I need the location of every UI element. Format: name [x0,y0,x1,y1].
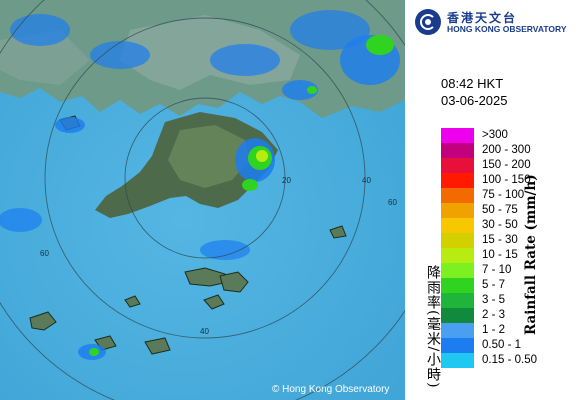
legend-swatch [441,143,474,158]
legend-label: 50 - 75 [482,204,518,216]
legend-swatch [441,278,474,293]
legend-label: 0.50 - 1 [482,339,521,351]
legend-label: 10 - 15 [482,249,518,261]
legend-swatch [441,233,474,248]
ring-label: 20 [282,176,291,185]
legend-label: >300 [482,129,508,141]
legend-swatch [441,323,474,338]
legend-label: 0.15 - 0.50 [482,354,537,366]
ring-label: 40 [362,176,371,185]
legend-label: 5 - 7 [482,279,506,291]
range-rings [0,0,405,400]
legend-label: 150 - 200 [482,159,531,171]
ring-label: 60 [40,249,49,258]
copyright-notice: © Hong Kong Observatory [272,384,390,395]
ring-label: 40 [200,327,209,336]
hko-emblem-icon [415,9,441,35]
legend-swatch [441,353,474,368]
logo-text-en: HONG KONG OBSERVATORY [447,24,567,34]
legend-swatch [441,128,474,143]
observation-time: 08:42 HKT [441,76,504,91]
rain-echoes [0,10,400,360]
legend-label: 15 - 30 [482,234,518,246]
legend-label: 30 - 50 [482,219,518,231]
legend-label: 3 - 5 [482,294,506,306]
hko-logo[interactable]: 香港天文台 HONG KONG OBSERVATORY [413,7,573,37]
range-ring-labels: 20 40 60 60 40 [40,176,397,336]
legend-swatch [441,293,474,308]
legend-title-en: Rainfall Rate (mm/h) [523,174,539,335]
legend-label: 1 - 2 [482,324,506,336]
legend-swatch [441,248,474,263]
legend-label: 2 - 3 [482,309,506,321]
legend-swatch [441,188,474,203]
ring-label: 60 [388,198,397,207]
logo-text-zh: 香港天文台 [447,11,518,25]
legend-swatch [441,338,474,353]
info-panel: 香港天文台 HONG KONG OBSERVATORY 08:42 HKT 03… [405,0,577,400]
legend-label: 100 - 150 [482,174,531,186]
observation-date: 03-06-2025 [441,93,508,108]
legend-label: 200 - 300 [482,144,531,156]
legend-swatch [441,173,474,188]
legend-title-zh: 降雨率(毫米/小時) [425,265,441,389]
radar-map: 20 40 60 60 40 © Hong Kong Observatory [0,0,405,400]
legend-label: 7 - 10 [482,264,512,276]
legend-label: 75 - 100 [482,189,525,201]
lantau-island [95,112,278,218]
legend-swatch [441,218,474,233]
legend-swatch [441,158,474,173]
legend-swatch [441,263,474,278]
legend-swatch [441,308,474,323]
legend-swatch [441,203,474,218]
